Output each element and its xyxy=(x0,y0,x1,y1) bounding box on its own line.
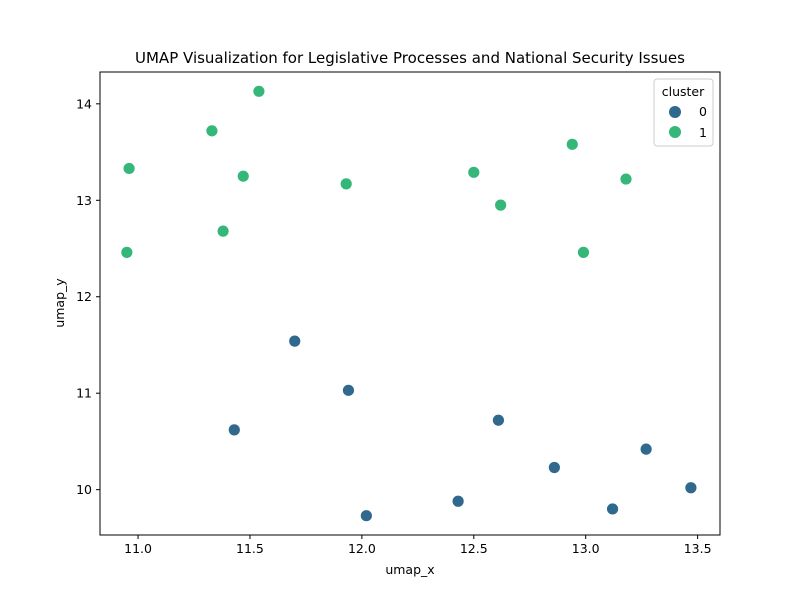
point-cluster-0 xyxy=(451,494,465,508)
legend-label-cluster-1: 1 xyxy=(699,125,707,140)
point-cluster-1 xyxy=(467,165,481,179)
point-cluster-0 xyxy=(684,481,698,495)
point-cluster-0 xyxy=(342,383,355,397)
point-cluster-1 xyxy=(216,224,230,238)
chart-title: UMAP Visualization for Legislative Proce… xyxy=(135,49,685,67)
point-cluster-1 xyxy=(236,169,250,183)
x-tick-label: 12.5 xyxy=(460,541,488,556)
y-tick-label: 14 xyxy=(76,96,92,111)
point-cluster-0 xyxy=(359,509,373,523)
point-cluster-1 xyxy=(120,245,134,259)
legend-title: cluster xyxy=(662,84,705,99)
point-cluster-0 xyxy=(639,442,653,456)
legend: cluster 0 1 xyxy=(653,78,714,147)
x-tick-label: 11.0 xyxy=(124,541,152,556)
point-cluster-0 xyxy=(288,334,302,348)
point-cluster-1 xyxy=(577,245,590,259)
point-cluster-1 xyxy=(494,198,508,212)
legend-box xyxy=(653,78,714,147)
y-tick-label: 11 xyxy=(76,386,92,401)
point-cluster-1 xyxy=(252,84,266,98)
plot-frame xyxy=(99,71,721,536)
x-tick-label: 11.5 xyxy=(236,541,264,556)
y-tick-label: 10 xyxy=(76,482,92,497)
point-cluster-1 xyxy=(205,124,219,138)
legend-marker-cluster-1 xyxy=(669,126,681,138)
x-tick-label: 13.5 xyxy=(684,541,712,556)
x-axis-label: umap_x xyxy=(385,562,434,577)
point-cluster-1 xyxy=(565,137,579,151)
x-tick-label: 13.0 xyxy=(572,541,600,556)
legend-label-cluster-0: 0 xyxy=(699,104,707,119)
point-cluster-1 xyxy=(339,177,353,191)
y-tick-label: 12 xyxy=(76,289,92,304)
point-cluster-1 xyxy=(619,172,633,186)
y-axis-ticks: 10 11 12 13 14 xyxy=(76,96,100,497)
y-tick-label: 13 xyxy=(76,193,92,208)
x-tick-label: 12.0 xyxy=(348,541,376,556)
point-cluster-1 xyxy=(122,162,136,175)
point-cluster-0 xyxy=(606,502,619,516)
point-cluster-0 xyxy=(227,423,241,437)
x-axis-ticks: 11.0 11.5 12.0 12.5 13.0 13.5 xyxy=(124,535,712,556)
legend-marker-cluster-0 xyxy=(669,106,681,118)
data-points xyxy=(120,84,698,523)
y-axis-label: umap_y xyxy=(52,278,67,328)
point-cluster-0 xyxy=(547,461,561,474)
point-cluster-0 xyxy=(492,413,505,427)
